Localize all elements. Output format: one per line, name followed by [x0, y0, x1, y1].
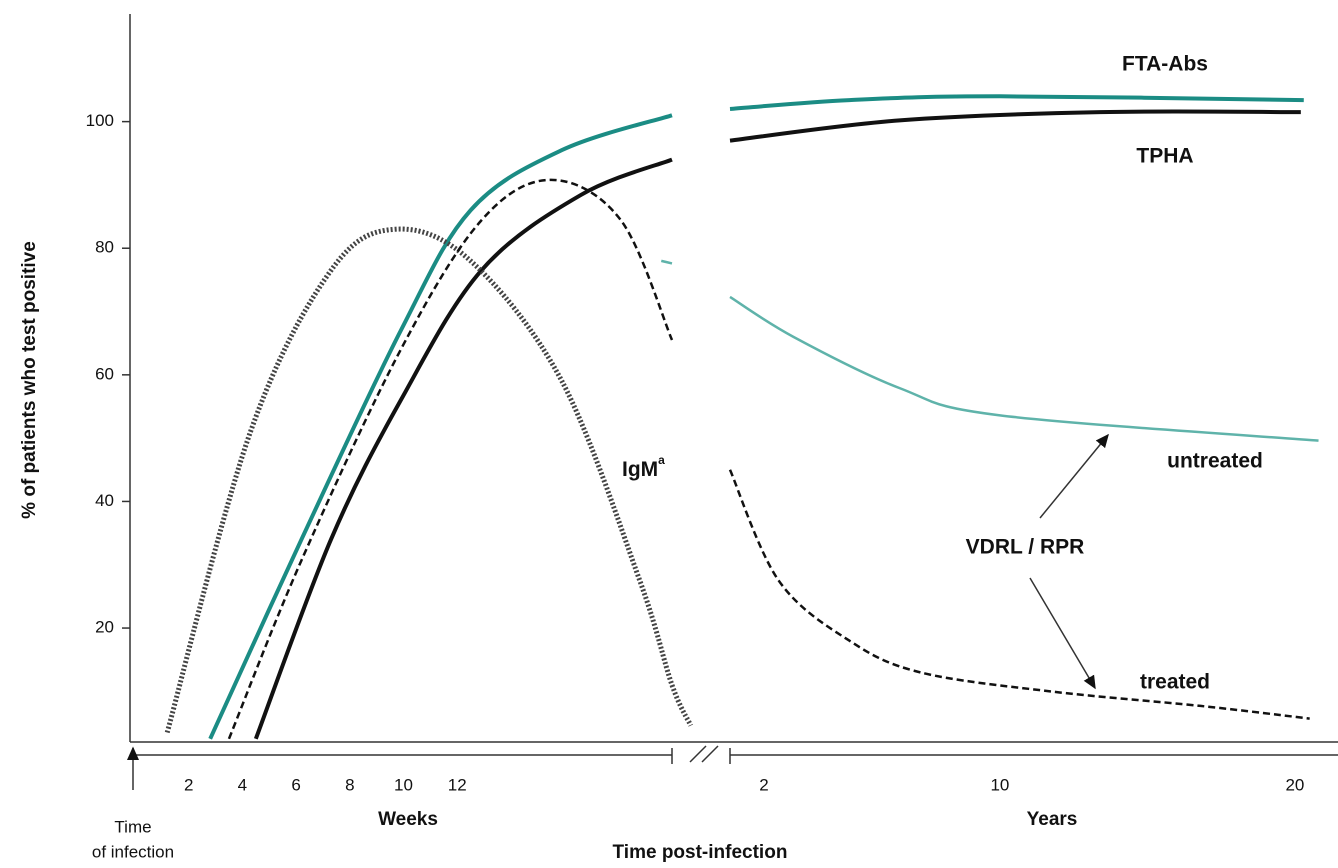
break-mark — [701, 745, 719, 763]
x-tick-label: 12 — [448, 775, 467, 794]
break-mark — [689, 745, 707, 763]
axes — [127, 14, 1338, 790]
series-line — [729, 109, 1301, 143]
series-line — [728, 469, 1310, 720]
x-tick-label: 2 — [184, 775, 193, 794]
x-tick-label: 8 — [345, 775, 354, 794]
y-tick-label: 100 — [86, 111, 114, 130]
origin-label: Time — [114, 817, 151, 836]
y-tick-label: 60 — [95, 364, 114, 383]
x-axis-label: Time post-infection — [613, 842, 788, 863]
arrow — [1029, 577, 1096, 690]
arrow — [1039, 433, 1109, 519]
series-label: TPHA — [1136, 145, 1193, 168]
x-tick-label: 10 — [990, 775, 1009, 794]
x-tick-label: 10 — [394, 775, 413, 794]
series-line — [660, 259, 673, 265]
label-text: IgM — [622, 458, 658, 481]
series-line — [253, 157, 673, 740]
y-tick-label: 20 — [95, 618, 114, 637]
y-axis-label: % of patients who test positive — [19, 241, 40, 519]
series-line — [227, 178, 674, 740]
series-label: treated — [1140, 671, 1210, 694]
group-label: VDRL / RPR — [966, 536, 1085, 559]
x-tick-label: 6 — [291, 775, 300, 794]
y-tick-label: 40 — [95, 491, 114, 510]
series-line — [208, 113, 673, 740]
x-tick-label: 4 — [238, 775, 247, 794]
x-tick-label: 2 — [759, 775, 768, 794]
superscript: a — [658, 453, 665, 467]
series-line — [729, 94, 1304, 111]
weeks-label: Weeks — [378, 809, 438, 830]
series-label: untreated — [1167, 450, 1263, 473]
years-label: Years — [1027, 809, 1078, 830]
y-tick-label: 80 — [95, 238, 114, 257]
series-line — [729, 295, 1319, 442]
origin-label: of infection — [92, 842, 174, 861]
x-tick-label: 20 — [1285, 775, 1304, 794]
series-label: FTA-Abs — [1122, 53, 1208, 76]
series-label: IgMa — [622, 453, 665, 480]
